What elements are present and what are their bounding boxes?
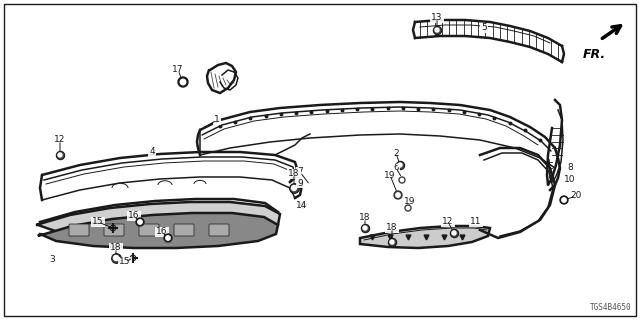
FancyBboxPatch shape (174, 224, 194, 236)
Text: 5: 5 (481, 23, 487, 33)
Circle shape (560, 196, 568, 204)
Polygon shape (36, 202, 280, 239)
Circle shape (166, 236, 170, 240)
Circle shape (291, 186, 296, 190)
Text: 18: 18 (387, 223, 397, 233)
FancyBboxPatch shape (69, 224, 89, 236)
Text: FR.: FR. (582, 48, 605, 61)
Circle shape (435, 28, 439, 32)
Text: 10: 10 (564, 175, 576, 185)
Circle shape (452, 231, 456, 235)
Text: 18: 18 (288, 170, 300, 179)
Text: 18: 18 (359, 213, 371, 222)
Text: 12: 12 (54, 135, 66, 145)
Circle shape (562, 198, 566, 202)
Text: 13: 13 (431, 13, 443, 22)
Text: 14: 14 (296, 201, 308, 210)
Text: TGS4B4650: TGS4B4650 (590, 303, 632, 312)
Circle shape (180, 79, 186, 85)
Text: 15: 15 (119, 258, 131, 267)
Text: 16: 16 (156, 228, 168, 236)
Text: 8: 8 (567, 164, 573, 172)
Text: 17: 17 (172, 66, 184, 75)
Circle shape (138, 220, 142, 224)
Text: 7: 7 (297, 167, 303, 177)
Text: 1: 1 (214, 116, 220, 124)
Circle shape (363, 226, 367, 230)
Circle shape (113, 255, 118, 260)
Text: 15: 15 (92, 218, 104, 227)
Circle shape (399, 177, 405, 183)
Text: 11: 11 (470, 218, 482, 227)
Circle shape (136, 218, 144, 226)
Text: 12: 12 (442, 218, 454, 227)
Circle shape (394, 191, 402, 199)
Text: 20: 20 (570, 191, 582, 201)
Text: 16: 16 (128, 212, 140, 220)
Circle shape (164, 234, 172, 242)
Circle shape (405, 205, 411, 211)
Text: 18: 18 (110, 244, 122, 252)
Polygon shape (38, 213, 278, 248)
Text: 19: 19 (384, 171, 396, 180)
Polygon shape (360, 226, 490, 248)
FancyBboxPatch shape (104, 224, 124, 236)
Text: 9: 9 (297, 179, 303, 188)
Text: 3: 3 (49, 255, 55, 265)
Circle shape (178, 77, 188, 87)
Text: 6: 6 (393, 164, 399, 172)
FancyBboxPatch shape (209, 224, 229, 236)
Circle shape (406, 206, 410, 210)
FancyBboxPatch shape (139, 224, 159, 236)
Circle shape (398, 163, 402, 167)
Circle shape (396, 193, 400, 197)
Circle shape (401, 178, 404, 182)
Circle shape (58, 153, 62, 157)
Text: 19: 19 (404, 197, 416, 206)
Text: 4: 4 (149, 148, 155, 156)
Text: 2: 2 (393, 148, 399, 157)
Circle shape (390, 240, 394, 244)
